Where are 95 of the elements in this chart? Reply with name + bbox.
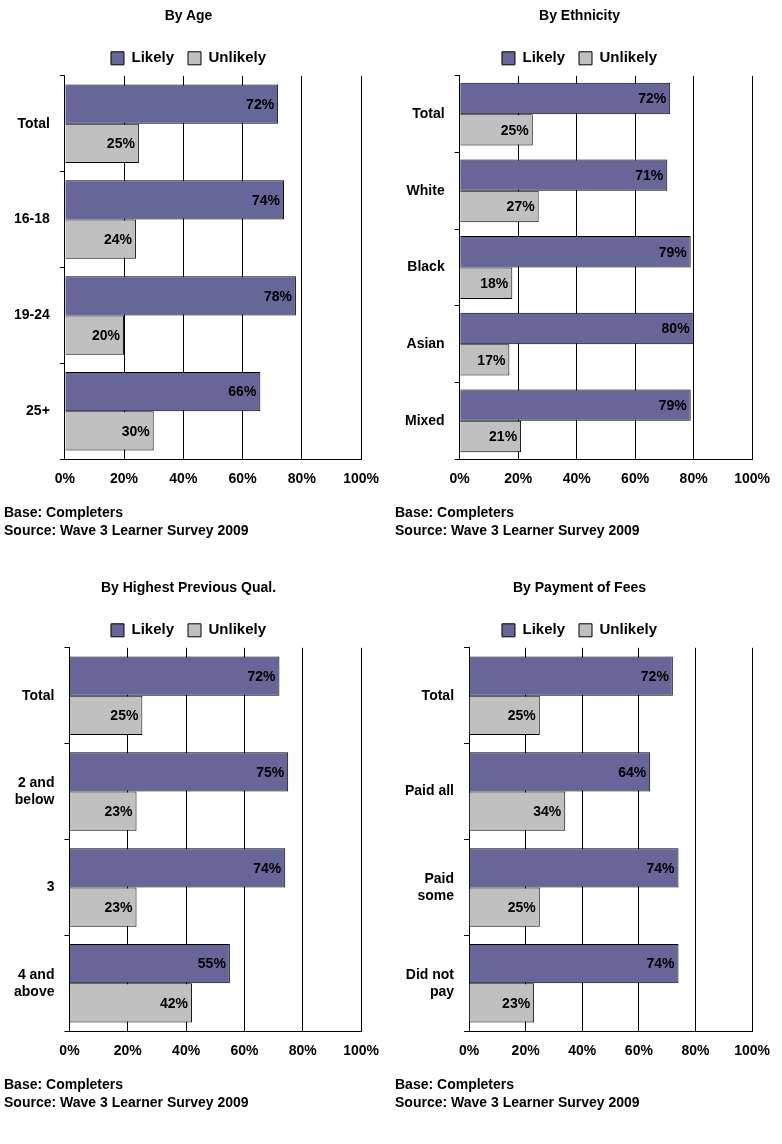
x-tick-label: 0% xyxy=(458,1042,480,1059)
chart-title: By Ethnicity xyxy=(539,7,621,24)
y-tick-label: 3 xyxy=(46,878,55,895)
data-label: 23% xyxy=(502,994,531,1011)
x-tick-label: 0% xyxy=(449,470,471,487)
legend-label: Likely xyxy=(131,620,175,638)
data-label: 20% xyxy=(92,326,121,343)
x-tick-label: 60% xyxy=(621,470,650,487)
x-tick-label: 20% xyxy=(110,470,139,487)
x-tick-label: 40% xyxy=(172,1042,201,1059)
data-label: 66% xyxy=(228,383,257,400)
x-tick-label: 20% xyxy=(113,1042,143,1059)
source-note: Source: Wave 3 Learner Survey 2009 xyxy=(4,1093,249,1111)
x-tick-label: 40% xyxy=(169,470,198,487)
data-label: 23% xyxy=(104,803,134,820)
data-label: 78% xyxy=(263,287,293,304)
y-tick-label: Mixed xyxy=(404,411,445,428)
legend-label: Likely xyxy=(522,48,566,66)
x-tick-label: 40% xyxy=(568,1042,597,1059)
chart-title: By Payment of Fees xyxy=(512,579,647,596)
data-label: 23% xyxy=(104,898,134,915)
data-label: 25% xyxy=(507,898,537,915)
data-label: 25% xyxy=(500,121,530,138)
data-label: 25% xyxy=(507,707,537,724)
text: Base: Completers xyxy=(395,1075,516,1093)
legend-label: Unlikely xyxy=(599,620,658,638)
y-tick-label: Paid all xyxy=(404,782,455,799)
legend-label: Likely xyxy=(522,620,566,638)
data-label: 27% xyxy=(506,198,536,215)
y-tick-label: 4 and above xyxy=(13,965,55,999)
y-tick-label: Did not pay xyxy=(405,965,455,999)
data-label: 64% xyxy=(618,763,647,780)
x-tick-label: 20% xyxy=(511,1042,541,1059)
chart-title: By Highest Previous Qual. xyxy=(100,579,277,596)
y-tick-label: Paid some xyxy=(417,869,455,903)
y-tick-label: Asian xyxy=(406,335,445,352)
data-label: 18% xyxy=(480,275,509,292)
legend-label: Unlikely xyxy=(208,620,267,638)
data-label: 79% xyxy=(658,243,688,260)
data-label: 72% xyxy=(638,90,667,107)
data-label: 74% xyxy=(646,859,676,876)
data-label: 74% xyxy=(253,859,282,876)
source-note: Source: Wave 3 Learner Survey 2009 xyxy=(395,521,640,539)
x-tick-label: 60% xyxy=(230,1042,259,1059)
data-label: 42% xyxy=(159,994,189,1011)
data-label: 25% xyxy=(106,135,136,152)
text: Base: Completers xyxy=(4,1075,125,1093)
x-tick-label: 60% xyxy=(624,1042,654,1059)
data-label: 30% xyxy=(121,422,151,439)
x-tick-label: 100% xyxy=(734,1042,771,1059)
x-tick-label: 0% xyxy=(59,1042,81,1059)
x-tick-label: 40% xyxy=(562,470,592,487)
data-label: 72% xyxy=(246,95,275,112)
data-label: 21% xyxy=(489,428,518,445)
x-tick-label: 0% xyxy=(54,470,76,487)
x-tick-label: 20% xyxy=(504,470,533,487)
source-note: Source: Wave 3 Learner Survey 2009 xyxy=(4,521,249,539)
x-tick-label: 80% xyxy=(287,470,317,487)
y-tick-label: 2 and below xyxy=(14,774,55,807)
data-label: 55% xyxy=(197,955,227,972)
x-tick-label: 100% xyxy=(343,470,380,487)
data-label: 72% xyxy=(640,667,670,684)
data-label: 74% xyxy=(252,191,281,208)
x-tick-label: 100% xyxy=(734,470,771,487)
text: Base: Completers xyxy=(395,503,516,521)
data-label: 17% xyxy=(477,351,506,368)
y-tick-label: Total xyxy=(412,105,445,121)
data-label: 25% xyxy=(110,707,139,724)
y-tick-label: 16-18 xyxy=(13,210,51,227)
y-tick-label: Black xyxy=(407,258,445,275)
legend-label: Unlikely xyxy=(208,48,267,66)
chart-title: By Age xyxy=(164,7,213,24)
data-label: 71% xyxy=(635,166,664,183)
x-tick-label: 80% xyxy=(679,470,709,487)
y-tick-label: 19-24 xyxy=(13,306,51,323)
y-tick-label: Total xyxy=(17,114,50,131)
y-tick-label: 25+ xyxy=(26,402,50,419)
y-tick-label: Total xyxy=(421,686,455,703)
data-label: 34% xyxy=(533,803,562,820)
data-label: 74% xyxy=(646,955,676,972)
data-label: 75% xyxy=(256,763,285,780)
data-label: 72% xyxy=(247,667,276,684)
x-tick-label: 80% xyxy=(288,1042,318,1059)
y-tick-label: Total xyxy=(22,686,55,703)
data-label: 24% xyxy=(103,231,133,248)
x-tick-label: 100% xyxy=(343,1042,380,1059)
y-tick-label: White xyxy=(406,181,445,198)
x-tick-label: 80% xyxy=(681,1042,711,1059)
legend-label: Unlikely xyxy=(599,48,658,66)
x-tick-label: 60% xyxy=(228,470,258,487)
legend-label: Likely xyxy=(131,48,175,66)
source-note: Source: Wave 3 Learner Survey 2009 xyxy=(395,1093,640,1111)
data-label: 80% xyxy=(661,320,691,337)
data-label: 79% xyxy=(658,397,688,413)
text: Base: Completers xyxy=(4,503,125,521)
